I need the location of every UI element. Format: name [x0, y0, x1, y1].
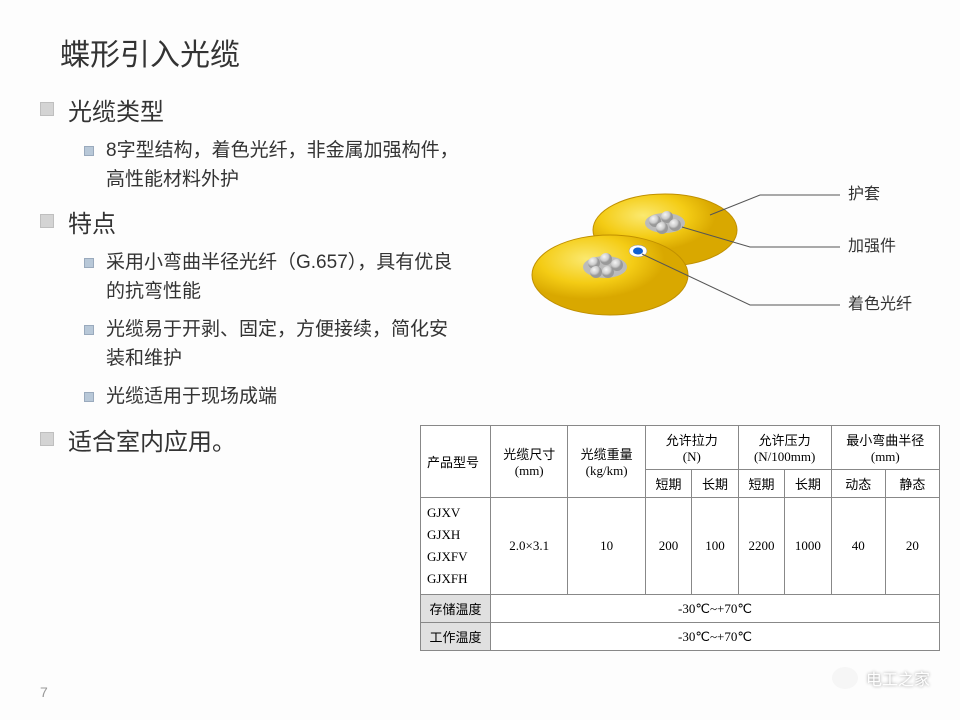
td-work-value: -30℃~+70℃ [491, 623, 940, 651]
th-size: 光缆尺寸(mm) [491, 426, 568, 498]
bullet-text: 光缆适用于现场成端 [106, 383, 277, 412]
bullet-marker [84, 258, 94, 268]
th-static: 静态 [885, 470, 939, 498]
bullet-marker [40, 102, 54, 116]
td-work-label: 工作温度 [421, 623, 491, 651]
bullet-text: 光缆易于开剥、固定，方便接续，简化安装和维护 [106, 316, 466, 373]
cable-diagram: 护套 加强件 着色光纤 [500, 155, 930, 385]
td-tension-short: 200 [645, 498, 691, 595]
th-long: 长期 [692, 470, 738, 498]
td-pressure-short: 2200 [738, 498, 784, 595]
bullet-text: 光缆类型 [68, 92, 164, 127]
bullet-marker [84, 392, 94, 402]
page-number: 7 [40, 684, 48, 700]
wechat-icon [832, 667, 858, 689]
th-model: 产品型号 [421, 426, 491, 498]
td-models: GJXV GJXH GJXFV GJXFH [421, 498, 491, 595]
watermark: 电工之家 [832, 666, 930, 690]
th-dynamic: 动态 [831, 470, 885, 498]
colored-fiber [633, 248, 643, 255]
td-bend-static: 20 [885, 498, 939, 595]
td-weight: 10 [568, 498, 645, 595]
watermark-text: 电工之家 [866, 666, 930, 690]
slide-title: 蝶形引入光缆 [60, 30, 920, 74]
bullet-text: 8字型结构，着色光纤，非金属加强构件，高性能材料外护 [106, 137, 466, 194]
td-tension-long: 100 [692, 498, 738, 595]
bullet-text: 特点 [68, 204, 116, 239]
bullet-marker [84, 146, 94, 156]
bullet-marker [40, 432, 54, 446]
td-pressure-long: 1000 [785, 498, 831, 595]
td-size: 2.0×3.1 [491, 498, 568, 595]
td-bend-dynamic: 40 [831, 498, 885, 595]
th-tension: 允许拉力(N) [645, 426, 738, 470]
label-sheath: 护套 [848, 185, 880, 203]
th-bend: 最小弯曲半径(mm) [831, 426, 939, 470]
th-short: 短期 [645, 470, 691, 498]
bullet-marker [40, 214, 54, 228]
td-storage-value: -30℃~+70℃ [491, 595, 940, 623]
label-fiber: 着色光纤 [848, 295, 912, 313]
th-weight: 光缆重量(kg/km) [568, 426, 645, 498]
th-pressure: 允许压力(N/100mm) [738, 426, 831, 470]
bullet-text: 适合室内应用。 [68, 422, 236, 457]
bullet-text: 采用小弯曲半径光纤（G.657），具有优良的抗弯性能 [106, 249, 466, 306]
bullet-item: 光缆类型 [40, 92, 920, 127]
bullet-marker [84, 325, 94, 335]
bullet-item: 光缆适用于现场成端 [84, 383, 920, 412]
td-storage-label: 存储温度 [421, 595, 491, 623]
th-short: 短期 [738, 470, 784, 498]
spec-table: 产品型号 光缆尺寸(mm) 光缆重量(kg/km) 允许拉力(N) 允许压力(N… [420, 425, 940, 651]
label-strength: 加强件 [848, 237, 896, 255]
th-long: 长期 [785, 470, 831, 498]
